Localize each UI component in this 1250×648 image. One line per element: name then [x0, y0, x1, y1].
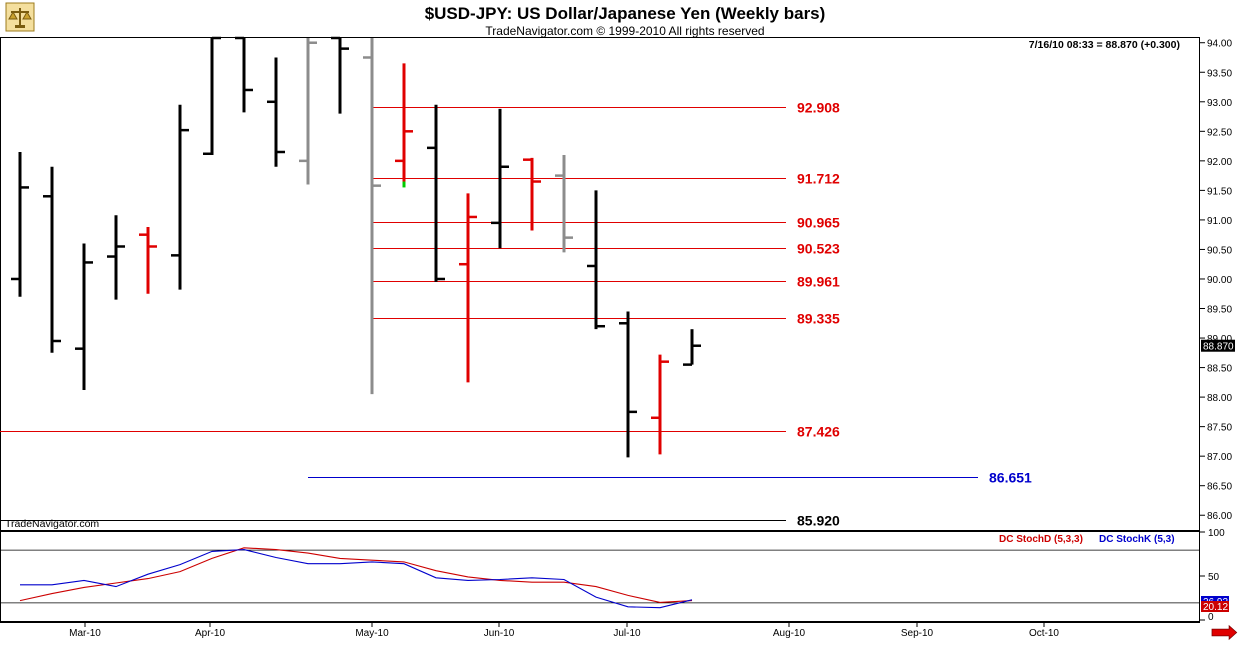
y-tick-label: 90.00 — [1207, 275, 1232, 286]
copyright-line: TradeNavigator.com © 1999-2010 All right… — [485, 24, 764, 38]
y-tick-label: 92.00 — [1207, 157, 1232, 168]
ohlc-bar — [331, 36, 349, 114]
last-price-label: 88.870 — [1203, 342, 1234, 353]
ohlc-bar — [11, 151, 29, 297]
ohlc-bar — [267, 57, 285, 167]
ohlc-bar — [683, 329, 701, 366]
ohlc-bar — [523, 157, 541, 231]
level-label: 89.335 — [797, 311, 840, 327]
x-tick-label: Mar-10 — [69, 628, 101, 639]
quote-readout: 7/16/10 08:33 = 88.870 (+0.300) — [1029, 39, 1180, 51]
ohlc-bar — [107, 215, 125, 300]
y-tick-label: 89.50 — [1207, 305, 1232, 316]
stochd-legend: DC StochD (5,3,3) — [999, 534, 1083, 545]
x-tick-label: Sep-10 — [901, 628, 934, 639]
price-panel-frame — [0, 37, 1200, 531]
y-tick-label: 94.00 — [1207, 39, 1232, 50]
last-price-flag: 88.870 — [1201, 339, 1235, 353]
ohlc-bar — [363, 38, 381, 395]
level-label: 90.965 — [797, 215, 840, 231]
level-label: 90.523 — [797, 241, 840, 257]
scroll-right-arrow-icon[interactable] — [1211, 624, 1238, 641]
y-tick-label: 90.50 — [1207, 245, 1232, 256]
ohlc-bar — [43, 166, 61, 353]
level-label: 91.712 — [797, 171, 840, 187]
price-y-axis: 86.00 86.50 87.00 87.50 88.00 88.50 89.00 89.50… — [1200, 39, 1232, 522]
stoch-tick-label: 0 — [1208, 612, 1214, 623]
scales-icon — [5, 2, 35, 32]
ohlc-bar — [459, 193, 477, 383]
level-label: 86.651 — [989, 470, 1032, 486]
x-tick-label: Jun-10 — [484, 628, 515, 639]
ohlc-bar — [587, 190, 605, 330]
watermark: TradeNavigator.com — [5, 518, 99, 530]
ohlc-bar — [171, 104, 189, 290]
x-tick-label: Jul-10 — [613, 628, 641, 639]
y-tick-label: 89.00 — [1207, 334, 1232, 345]
ohlc-bar — [75, 243, 93, 391]
y-tick-label: 88.50 — [1207, 364, 1232, 375]
ohlc-bar — [299, 38, 317, 185]
y-tick-label: 92.50 — [1207, 127, 1232, 138]
chart-title: $USD-JPY: US Dollar/Japanese Yen (Weekly… — [425, 4, 826, 23]
ohlc-bar — [235, 36, 253, 113]
x-tick-label: Apr-10 — [195, 628, 225, 639]
x-tick-label: Aug-10 — [773, 628, 806, 639]
stoch-series-line — [20, 549, 693, 609]
y-tick-label: 87.50 — [1207, 423, 1232, 434]
ohlc-bar — [651, 354, 669, 455]
stochk-legend: DC StochK (5,3) — [1099, 534, 1175, 545]
ohlc-bar — [555, 154, 573, 253]
indicator-panel-frame — [0, 531, 1200, 622]
stoch-tick-label: 100 — [1208, 528, 1225, 539]
ohlc-bars — [11, 36, 701, 458]
ohlc-bar — [203, 36, 221, 156]
y-tick-label: 87.00 — [1207, 452, 1232, 463]
level-label: 92.908 — [797, 100, 840, 116]
stoch-tick-label: 50 — [1208, 572, 1220, 583]
y-tick-label: 93.00 — [1207, 98, 1232, 109]
y-tick-label: 86.50 — [1207, 482, 1232, 493]
x-tick-label: Oct-10 — [1029, 628, 1059, 639]
y-tick-label: 91.00 — [1207, 216, 1232, 227]
y-tick-label: 93.50 — [1207, 68, 1232, 79]
level-label: 85.920 — [797, 513, 840, 529]
ohlc-bar — [491, 108, 509, 249]
x-axis: Mar-10 Apr-10 May-10 Jun-10 Jul-10 Aug-10 Sep-… — [69, 622, 1059, 639]
level-label: 89.961 — [797, 274, 840, 290]
ohlc-bar — [619, 311, 637, 458]
ohlc-bar — [139, 227, 157, 294]
ohlc-bar — [395, 63, 413, 182]
stochd-last-value: 20.12 — [1203, 602, 1228, 613]
stochastic-panel: 0 50 100 — [0, 528, 1225, 623]
y-tick-label: 91.50 — [1207, 186, 1232, 197]
y-tick-label: 88.00 — [1207, 393, 1232, 404]
level-lines: 92.908 91.712 90.965 90.523 89.961 89.335 87.4… — [0, 100, 1032, 529]
y-tick-label: 86.00 — [1207, 511, 1232, 522]
level-label: 87.426 — [797, 424, 840, 440]
x-tick-label: May-10 — [355, 628, 389, 639]
ohlc-bar — [427, 104, 445, 282]
